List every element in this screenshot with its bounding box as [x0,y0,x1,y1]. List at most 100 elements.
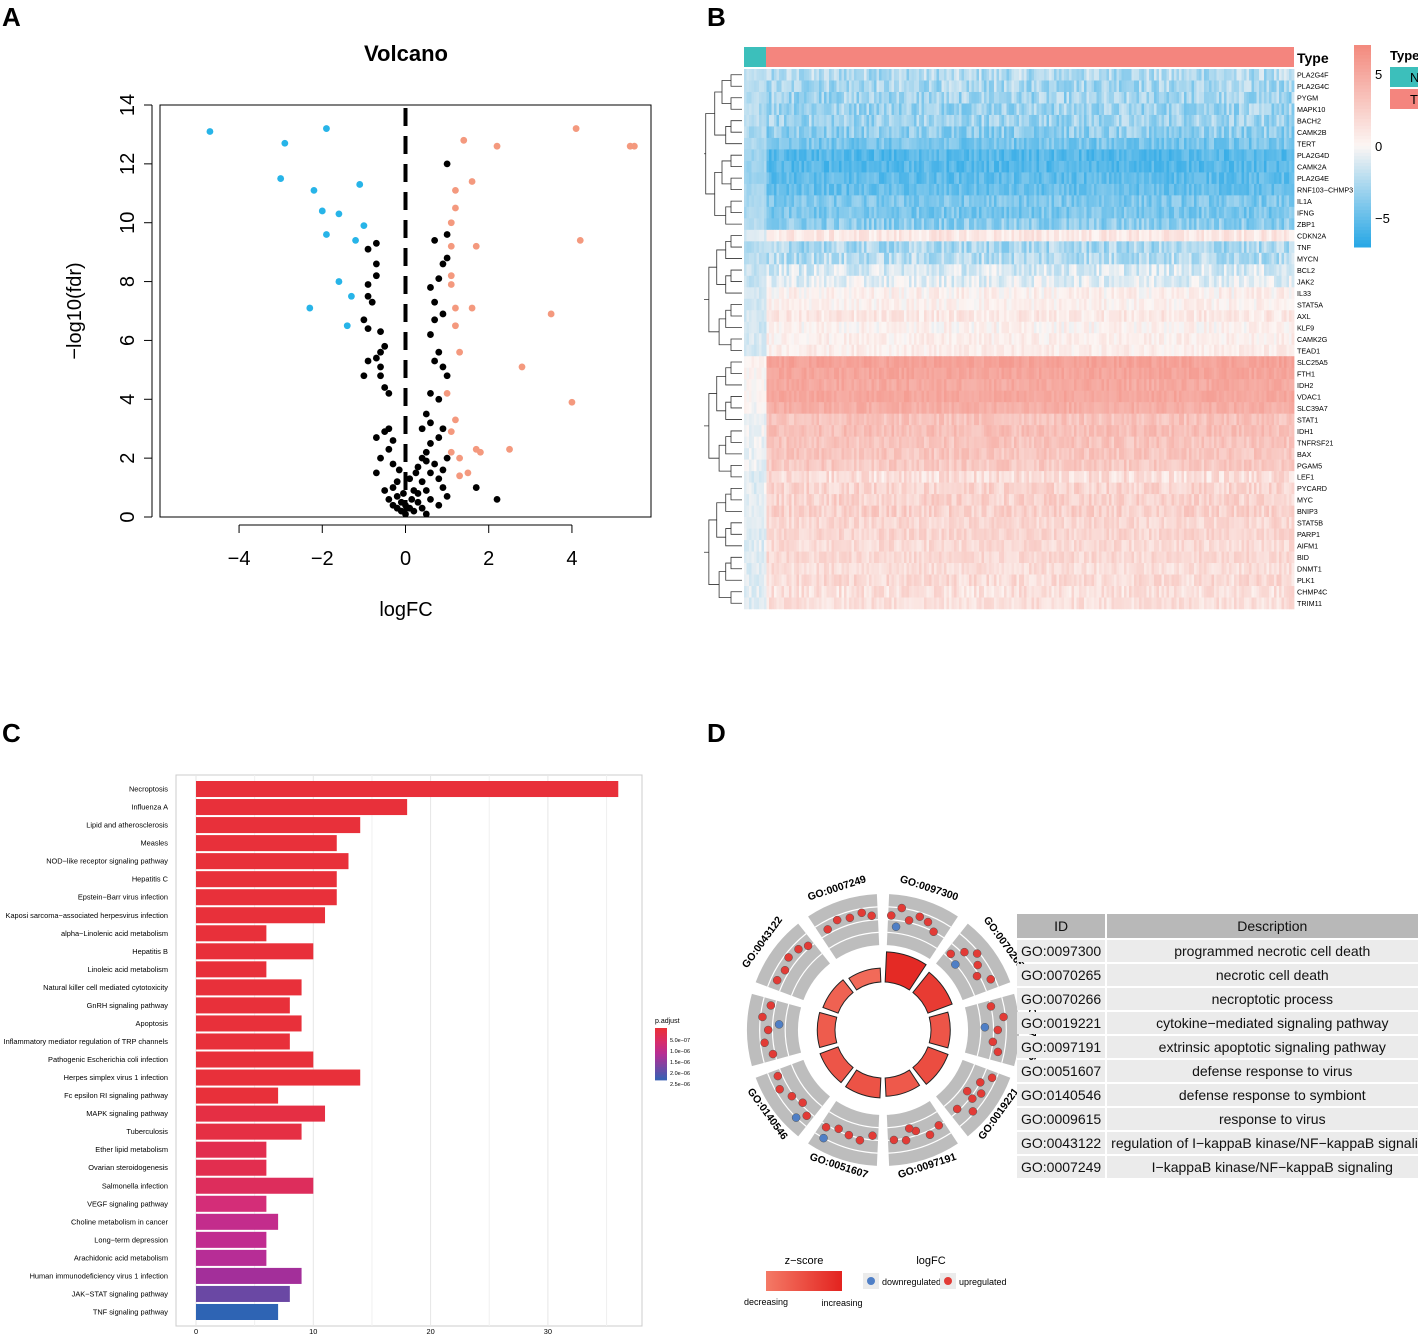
heatmap-cell [836,218,840,231]
heatmap-cell [1016,241,1020,254]
heatmap-cell [876,252,880,265]
heatmap-cell [1041,310,1045,323]
heatmap-cell [904,80,907,93]
dendrogram-branch [718,444,731,472]
heatmap-cell [1054,80,1057,93]
heatmap-cell [976,126,980,139]
heatmap-cell [756,218,760,231]
heatmap-cell [1054,298,1057,311]
heatmap-cell [1236,206,1240,219]
heatmap-cell [1084,298,1087,311]
heatmap-cell [804,264,807,277]
heatmap-cell [756,69,760,81]
heatmap-cell [1014,287,1017,300]
heatmap-cell [916,229,920,242]
heatmap-cell [1219,183,1222,196]
heatmap-cell [914,91,917,104]
heatmap-cell [1166,206,1170,219]
heatmap-cell [929,287,932,300]
heatmap-cell [899,126,902,139]
heatmap-cell [896,195,900,208]
heatmap-cell [996,172,1000,185]
heatmap-cell [1049,69,1052,81]
heatmap-cell [886,149,890,162]
heatmap-cell [1004,241,1007,254]
heatmap-cell [1004,69,1007,81]
heatmap-cell [1039,137,1042,150]
heatmap-cell [911,126,915,139]
heatmap-cell [909,137,912,150]
heatmap-cell [1131,172,1135,185]
volcano-point-ns [443,231,451,238]
heatmap-cell [956,183,960,196]
heatmap-cell [1039,126,1042,139]
heatmap-cell [791,91,795,104]
heatmap-cell [854,160,857,173]
heatmap-cell [829,69,832,81]
heatmap-cell [961,275,965,288]
heatmap-cell [859,241,862,254]
heatmap-cell [1251,114,1255,127]
heatmap-cell [1026,126,1030,139]
heatmap-cell [1096,298,1100,311]
heatmap-cell [844,229,847,242]
heatmap-cell [971,160,975,173]
heatmap-cell [834,195,837,208]
heatmap-cell [1084,252,1087,265]
heatmap-cell [1039,252,1042,265]
heatmap-cell [1081,91,1085,104]
heatmap-cell [839,114,842,127]
heatmap-cell [1036,310,1040,323]
heatmap-cell [1181,287,1185,300]
heatmap-cell [969,241,972,254]
heatmap-cell [1061,206,1065,219]
heatmap-cell [816,264,820,277]
heatmap-cell [1019,69,1022,81]
heatmap-cell [1176,149,1180,162]
heatmap-cell [921,183,925,196]
heatmap-annotation-N [744,47,766,67]
heatmap-cell [1119,287,1122,300]
heatmap-cell [809,80,812,93]
heatmap-cell [869,310,872,323]
heatmap-cell [854,298,857,311]
heatmap-cell [821,287,825,300]
heatmap-cell [1081,103,1085,116]
heatmap-cell [1151,160,1155,173]
volcano-points [206,125,638,518]
heatmap-cell [844,195,847,208]
heatmap-cell [1291,160,1295,173]
heatmap-cell [811,275,815,288]
dendrogram-branch [708,266,720,333]
heatmap-cell [776,172,780,185]
heatmap-cell [1174,183,1177,196]
volcano-point-ns [443,493,451,500]
heatmap-cell [1016,275,1020,288]
heatmap-cell [1044,160,1047,173]
heatmap-cell [941,160,945,173]
heatmap-cell [816,80,820,93]
heatmap-cell [896,252,900,265]
heatmap-cell [836,149,840,162]
heatmap-cell [1281,69,1285,81]
heatmap-cell [1021,160,1025,173]
heatmap-cell [1029,114,1032,127]
heatmap-cell [804,69,807,81]
heatmap-cell [1064,195,1067,208]
heatmap-cell [894,80,897,93]
heatmap-cell [866,229,870,242]
heatmap-cell [811,241,815,254]
heatmap-cell [786,160,790,173]
heatmap-cell [1276,126,1280,139]
heatmap-cell [861,137,865,150]
heatmap-cell [881,91,885,104]
heatmap-cell [861,149,865,162]
heatmap-cell [786,126,790,139]
heatmap-cell [1014,149,1017,162]
heatmap-cell [1024,287,1027,300]
heatmap-cell [1144,229,1147,242]
heatmap-cell [1179,206,1182,219]
heatmap-cell [1241,287,1245,300]
heatmap-cell [1169,160,1172,173]
heatmap-cell [1216,114,1220,127]
